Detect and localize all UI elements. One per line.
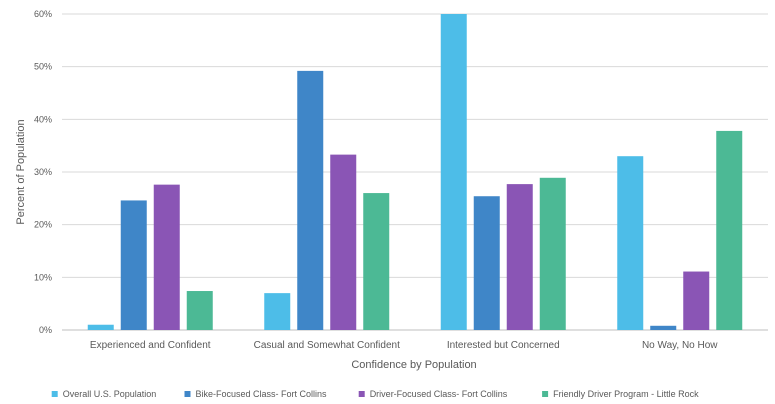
- y-tick-label: 10%: [34, 272, 52, 282]
- bar: [264, 293, 291, 330]
- legend: Overall U.S. Population Bike-Focused Clas…: [51, 389, 699, 399]
- bar: [153, 184, 180, 330]
- bar: [683, 271, 710, 330]
- bar: [440, 14, 467, 330]
- legend-swatch: [51, 391, 58, 397]
- bar: [617, 156, 644, 330]
- legend-swatch: [542, 391, 549, 397]
- bar: [650, 325, 677, 330]
- bar: [506, 184, 533, 330]
- y-tick-label: 20%: [34, 220, 52, 230]
- legend-label: Friendly Driver Program - Little Rock: [553, 389, 699, 399]
- legend-label: Overall U.S. Population: [63, 389, 157, 399]
- legend-label: Bike-Focused Class- Fort Collins: [196, 389, 328, 399]
- bar: [297, 70, 324, 330]
- bar: [330, 154, 357, 330]
- x-axis-title: Confidence by Population: [351, 359, 476, 371]
- bar: [87, 324, 114, 330]
- y-tick-label: 50%: [34, 62, 52, 72]
- y-tick-label: 40%: [34, 114, 52, 124]
- bars: [87, 14, 743, 330]
- y-tick-label: 60%: [34, 9, 52, 19]
- legend-swatch: [184, 391, 191, 397]
- bar: [120, 200, 147, 330]
- x-category-label: No Way, No How: [642, 340, 718, 351]
- legend-label: Driver-Focused Class- Fort Collins: [370, 389, 508, 399]
- bar: [363, 193, 390, 330]
- x-category-label: Interested but Concerned: [447, 340, 560, 351]
- x-category-label: Experienced and Confident: [90, 340, 211, 351]
- y-axis-ticks: 0% 10% 20% 30% 40% 50% 60%: [34, 9, 52, 335]
- y-tick-label: 30%: [34, 167, 52, 177]
- bar: [473, 196, 500, 330]
- legend-swatch: [358, 391, 365, 397]
- x-category-label: Casual and Somewhat Confident: [254, 340, 400, 351]
- bar: [716, 130, 743, 330]
- y-axis-title: Percent of Population: [15, 119, 27, 224]
- y-tick-label: 0%: [39, 325, 52, 335]
- x-axis-categories: Experienced and Confident Casual and Some…: [90, 340, 718, 351]
- bar: [186, 291, 213, 330]
- bar: [539, 177, 566, 330]
